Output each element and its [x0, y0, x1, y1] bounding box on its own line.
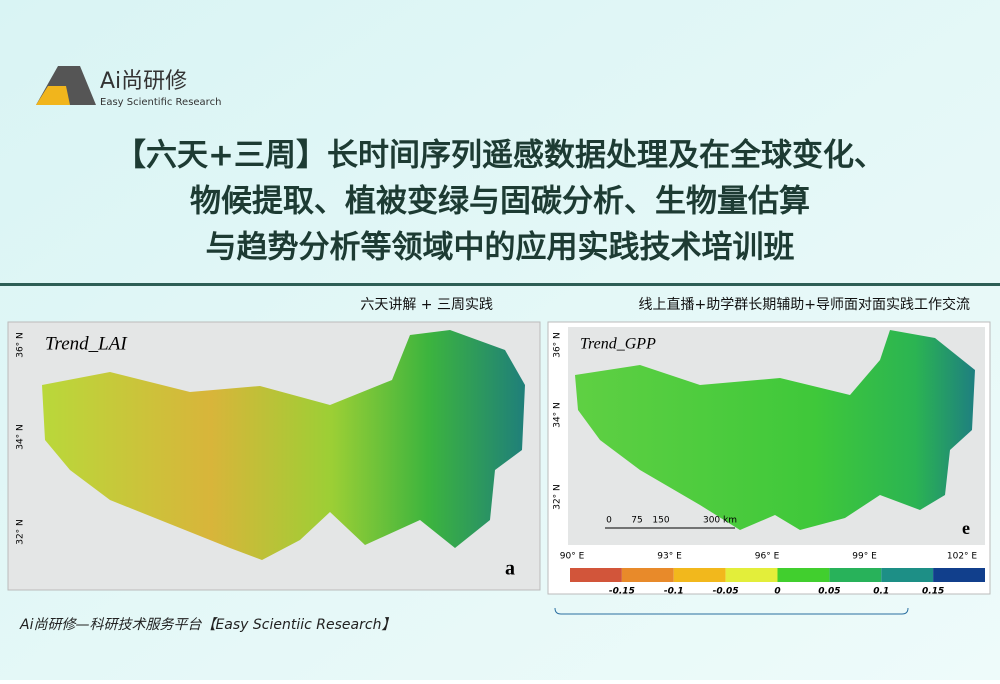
colorbar-label: -0.1 — [664, 587, 684, 597]
colorbar-swatch — [777, 568, 830, 582]
scale-label: 150 — [652, 516, 669, 526]
panel-letter: e — [962, 518, 970, 538]
map-panel: Trend_GPP e — [547, 321, 991, 615]
lat-label: 32° N — [553, 484, 563, 510]
colorbar-swatch — [881, 568, 934, 582]
subtitle: 线上直播+助学群长期辅助+导师面对面实践工作交流 — [639, 296, 970, 313]
bracket — [554, 607, 909, 615]
colorbar-label: 0 — [774, 587, 780, 597]
lat-label: 34° N — [16, 424, 26, 450]
colorbar-label: 0.1 — [873, 587, 889, 597]
logo-name: Ai尚研修 — [100, 69, 187, 94]
divider — [0, 283, 1000, 286]
colorbar-label: -0.05 — [713, 587, 739, 597]
title-line: 与趋势分析等领域中的应用实践技术培训班 — [206, 230, 795, 266]
subtitle: 六天讲解 + 三周实践 — [360, 297, 493, 313]
map-panel: Trend_LAI a — [7, 321, 541, 591]
lat-label: 36° N — [16, 332, 26, 358]
lat-label: 36° N — [553, 332, 563, 358]
title-line: 【六天+三周】长时间序列遥感数据处理及在全球变化、 — [115, 138, 885, 174]
scale-label: 0 — [606, 516, 612, 526]
map-region — [42, 330, 525, 560]
colorbar-swatch — [673, 568, 726, 582]
lon-label: 99° E — [852, 552, 877, 562]
panel-label: Trend_GPP — [580, 336, 656, 353]
footer: Ai尚研修—科研技术服务平台【Easy Scientiic Research】 — [19, 617, 395, 633]
logo-tagline: Easy Scientific Research — [100, 97, 221, 108]
title-line: 物候提取、植被变绿与固碳分析、生物量估算 — [190, 184, 810, 220]
colorbar-swatch — [570, 568, 622, 582]
logo: Ai尚研修 Easy Scientific Research — [36, 66, 221, 108]
colorbar-label: 0.15 — [922, 587, 944, 597]
colorbar-label: 0.05 — [818, 587, 840, 597]
colorbar-label: -0.15 — [609, 587, 635, 597]
lon-label: 102° E — [947, 552, 978, 562]
colorbar-swatch — [933, 568, 985, 582]
lat-label: 34° N — [553, 402, 563, 428]
lon-label: 93° E — [657, 552, 682, 562]
colorbar-swatch — [725, 568, 778, 582]
logo-mark — [36, 86, 70, 105]
colorbar-swatch — [829, 568, 882, 582]
scale-label: 75 — [631, 516, 642, 526]
panel-letter: a — [505, 558, 515, 580]
panel-label: Trend_LAI — [45, 333, 128, 354]
lon-label: 90° E — [560, 552, 585, 562]
scale-label: 300 km — [703, 516, 737, 526]
map-region — [575, 330, 975, 530]
lat-label: 32° N — [16, 519, 26, 545]
colorbar-swatch — [621, 568, 674, 582]
lon-label: 96° E — [755, 552, 780, 562]
